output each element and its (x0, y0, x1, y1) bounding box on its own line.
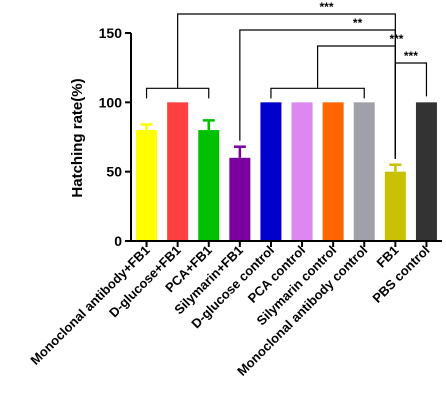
bar (260, 102, 282, 241)
y-axis-label: Hatching rate(%) (69, 78, 86, 197)
y-tick-label: 0 (114, 233, 122, 249)
x-tick-label: PBS control (369, 243, 432, 306)
bar (136, 130, 158, 241)
significance-label: *** (404, 49, 418, 63)
bar (384, 171, 406, 241)
significance-label: *** (319, 0, 333, 14)
y-tick-label: 50 (106, 164, 122, 180)
bar (229, 157, 251, 241)
group-bracket (145, 87, 210, 99)
bar (198, 130, 220, 241)
bar (167, 102, 189, 241)
x-tick-label: Monoclonal antibody+FB1 (27, 243, 152, 368)
y-axis-ticks: 0 50 100 150 (99, 25, 131, 249)
bars (136, 102, 437, 241)
significance-brackets: *********** (145, 0, 428, 159)
bar (322, 102, 344, 241)
bar (353, 102, 375, 241)
significance-label: ** (353, 16, 363, 30)
bar (291, 102, 313, 241)
significance-label: *** (389, 32, 403, 46)
comparison-bracket (394, 62, 428, 159)
y-tick-label: 150 (99, 25, 123, 41)
x-axis-ticks: Monoclonal antibody+FB1D-glucose+FB1PCA+… (27, 241, 433, 379)
y-tick-label: 100 (99, 94, 123, 110)
bar (415, 102, 437, 241)
group-bracket (270, 87, 365, 99)
